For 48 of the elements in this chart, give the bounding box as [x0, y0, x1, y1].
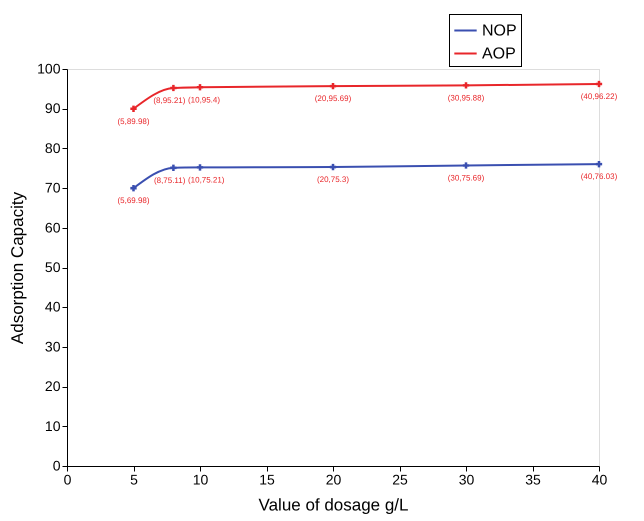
- annotation: (20,95.69): [314, 94, 352, 104]
- x-tick-label: 40: [592, 472, 608, 488]
- y-tick-label: 60: [44, 219, 61, 236]
- annotation: (10,95.4): [188, 95, 220, 104]
- x-tick-label: 5: [130, 472, 138, 488]
- y-tick-label: 50: [44, 259, 61, 275]
- point: [196, 84, 204, 90]
- x-tick-label: 20: [326, 472, 342, 488]
- annotation: (30,95.88): [448, 93, 485, 102]
- point: [462, 82, 470, 89]
- annotation: (5,69.98): [117, 196, 150, 206]
- point: [596, 161, 602, 168]
- point: [130, 106, 137, 112]
- point: [330, 164, 336, 170]
- x-tick-label: 15: [259, 472, 275, 488]
- point: [462, 162, 470, 169]
- x-tick-label: 35: [525, 472, 541, 488]
- y-tick-label: 30: [44, 338, 61, 354]
- annotation: (40,96.22): [580, 92, 618, 102]
- annotation: (20,75.3): [316, 175, 350, 184]
- point: [330, 82, 336, 90]
- legend-label: NOP: [482, 22, 517, 40]
- point: [170, 84, 177, 92]
- y-tick-label: 100: [37, 60, 61, 76]
- legend-label: AOP: [482, 46, 516, 62]
- x-tick-label: 30: [458, 472, 474, 488]
- annotation: (10,75.21): [188, 175, 225, 184]
- point: [596, 80, 602, 88]
- x-tick-label: 10: [192, 472, 208, 488]
- annotation: (8,95.21): [153, 96, 186, 106]
- y-tick-label: 70: [44, 180, 61, 196]
- annotation: (8,75.11): [154, 176, 186, 185]
- y-tick-label: 20: [44, 378, 61, 394]
- y-tick-label: 40: [44, 298, 61, 315]
- y-tick-label: 0: [52, 458, 61, 474]
- y-tick-label: 10: [44, 418, 61, 434]
- annotation: (5,89.98): [117, 116, 150, 126]
- y-tick-label: 80: [44, 140, 61, 156]
- x-tick-label: 0: [64, 472, 72, 488]
- point: [170, 164, 177, 171]
- x-axis-title: Value of dosage g/L: [258, 496, 408, 514]
- annotation: (30,75.69): [448, 174, 485, 183]
- y-tick-label: 90: [44, 100, 61, 116]
- y-axis-title: Adsorption Capacity: [8, 191, 28, 344]
- point: [130, 185, 137, 192]
- point: [196, 164, 204, 171]
- x-tick-label: 25: [392, 472, 408, 488]
- annotation: (40,76.03): [580, 172, 618, 182]
